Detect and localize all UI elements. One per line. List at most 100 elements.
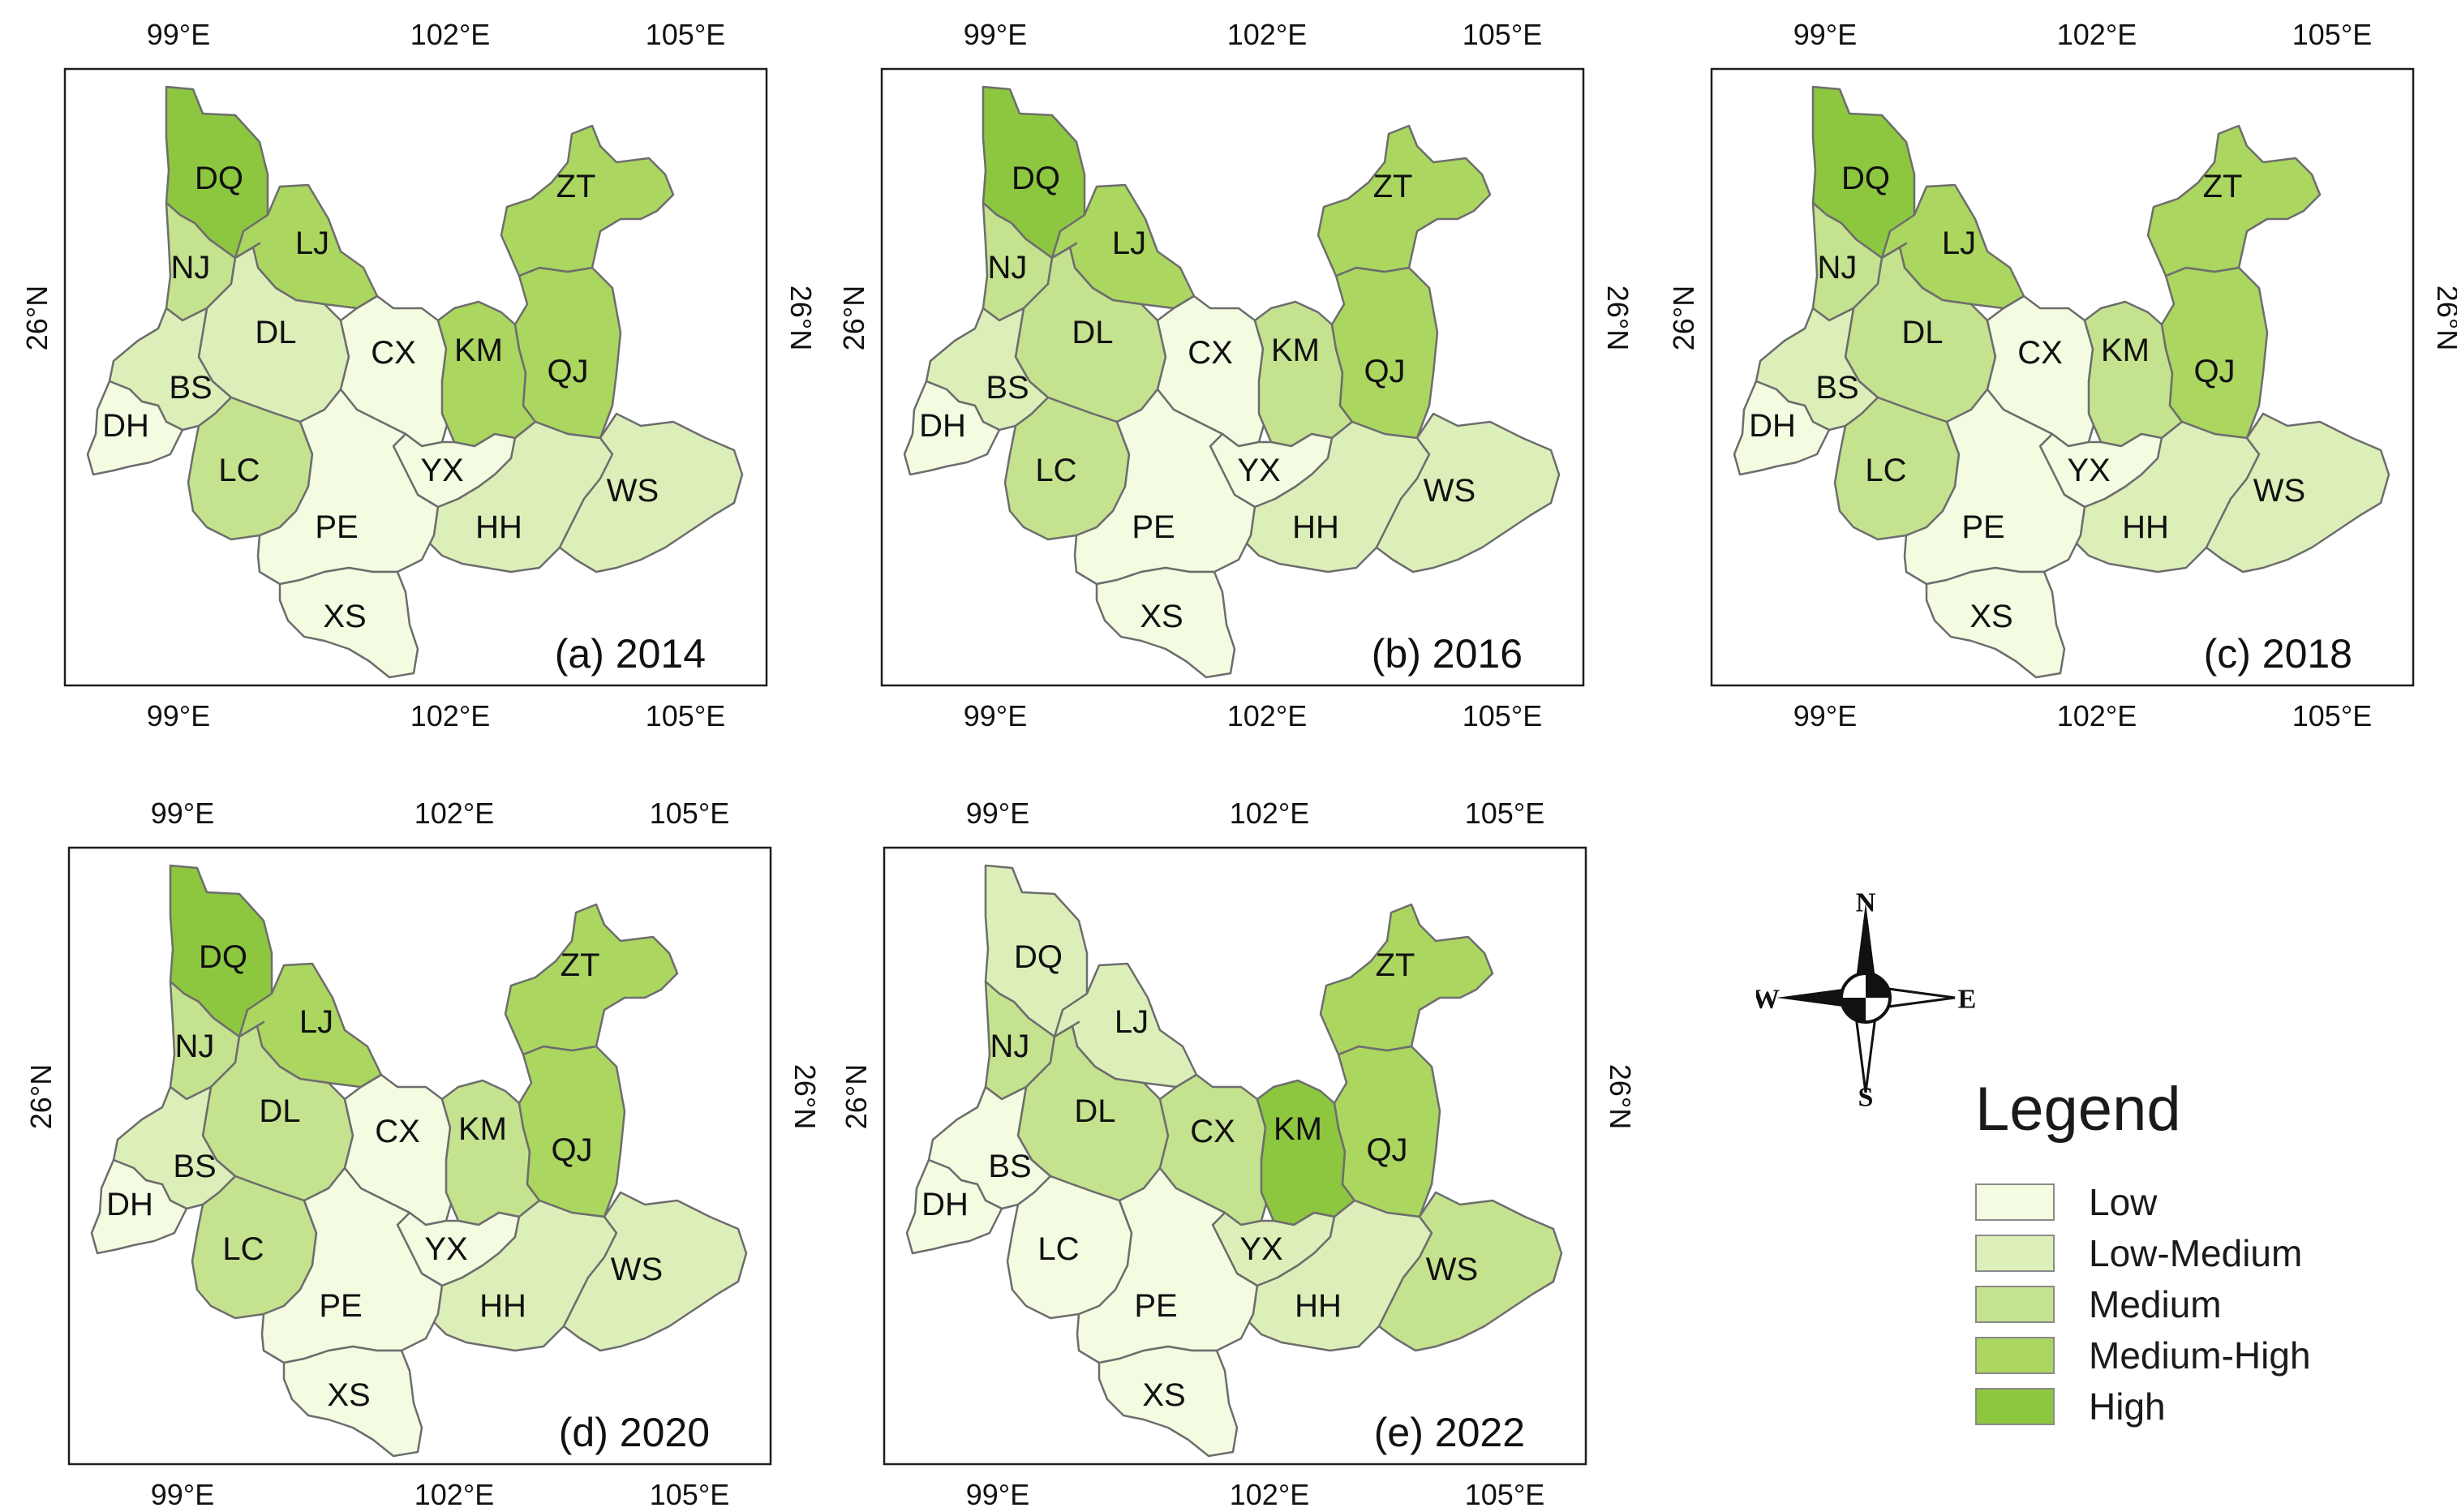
region-label-qj: QJ (547, 354, 588, 389)
lon-tick-label-top: 102°E (2057, 18, 2137, 51)
region-label-bs: BS (173, 1149, 216, 1184)
lat-tick-label-right: 26°N (788, 1064, 822, 1129)
region-label-xs: XS (327, 1377, 370, 1413)
region-label-bs: BS (169, 370, 212, 406)
lon-tick-label-top: 99°E (1793, 18, 1857, 51)
legend-item-low: Low (1975, 1176, 2429, 1227)
map-frame (883, 846, 1587, 1466)
region-label-yx: YX (1239, 1231, 1282, 1267)
region-label-cx: CX (1188, 335, 1233, 371)
lon-tick-label-bottom: 102°E (410, 699, 490, 732)
region-label-lc: LC (1035, 453, 1076, 488)
compass-s: S (1858, 1083, 1874, 1108)
region-label-km: KM (1274, 1111, 1322, 1147)
lat-tick-label-left: 26°N (837, 286, 870, 350)
legend-swatch (1975, 1336, 2055, 1374)
region-label-hh: HH (2122, 509, 2169, 545)
lon-tick-label-bottom: 105°E (1463, 699, 1542, 732)
map-svg: DQ LJ NJ DL CX KM QJ ZT BS DH LC YX PE XS HH WS 99°E 99°E… (1667, 18, 2457, 732)
region-label-dh: DH (102, 408, 149, 444)
region-label-ws: WS (607, 473, 659, 509)
lat-tick-label-right: 26°N (784, 286, 818, 350)
legend-swatch (1975, 1183, 2055, 1221)
region-label-dq: DQ (199, 939, 247, 975)
lon-tick-label-top: 102°E (1227, 18, 1307, 51)
lon-tick-label-bottom: 102°E (1230, 1478, 1309, 1511)
lon-tick-label-bottom: 105°E (2292, 699, 2372, 732)
region-label-nj: NJ (1818, 250, 1858, 286)
region-dh (903, 380, 1001, 476)
region-label-km: KM (1271, 333, 1320, 368)
lon-tick-label-top: 99°E (147, 18, 210, 51)
region-zt (1319, 903, 1494, 1056)
region-label-hh: HH (1292, 509, 1339, 545)
legend-item-high: High (1975, 1381, 2429, 1432)
map-frame (63, 67, 768, 687)
region-label-ws: WS (1426, 1252, 1478, 1287)
legend-label: Low (2089, 1180, 2158, 1223)
region-label-lj: LJ (1942, 226, 1976, 261)
region-label-lj: LJ (295, 226, 329, 261)
region-label-dh: DH (1749, 408, 1796, 444)
region-label-dl: DL (1901, 315, 1943, 350)
region-label-ws: WS (2253, 473, 2305, 509)
region-label-cx: CX (1190, 1114, 1235, 1149)
legend-label: High (2089, 1385, 2166, 1428)
lon-tick-label-bottom: 99°E (966, 1478, 1029, 1511)
lon-tick-label-bottom: 99°E (147, 699, 210, 732)
lat-tick-label-left: 26°N (1667, 286, 1700, 350)
map-panel-a: DQ LJ NJ DL CX KM QJ ZT BS DH LC YX PE XS HH WS 99°E 99°E… (0, 0, 819, 732)
map-panel-d: DQ LJ NJ DL CX KM QJ ZT BS DH LC YX PE XS HH WS 99°E 99°E… (4, 779, 823, 1511)
lon-tick-label-bottom: 99°E (151, 1478, 214, 1511)
lon-tick-label-top: 105°E (646, 18, 725, 51)
region-label-qj: QJ (1366, 1132, 1407, 1168)
legend-item-medium-high: Medium-High (1975, 1329, 2429, 1381)
region-label-yx: YX (420, 453, 463, 488)
region-label-pe: PE (319, 1288, 362, 1324)
legend-label: Low-Medium (2089, 1231, 2303, 1274)
panel-title: (b) 2016 (1372, 631, 1523, 677)
lon-tick-label-top: 99°E (966, 797, 1029, 830)
region-label-cx: CX (375, 1114, 420, 1149)
region-label-yx: YX (2067, 453, 2110, 488)
region-label-hh: HH (475, 509, 522, 545)
legend-swatch (1975, 1234, 2055, 1272)
region-label-zt: ZT (556, 169, 596, 204)
region-zt (2146, 124, 2322, 277)
region-label-km: KM (454, 333, 503, 368)
region-label-lc: LC (1865, 453, 1906, 488)
region-label-zt: ZT (1376, 947, 1415, 983)
map-panel-e: DQ LJ NJ DL CX KM QJ ZT BS DH LC YX PE XS HH WS 99°E 99°E… (819, 779, 1639, 1511)
region-dh (90, 1158, 188, 1255)
region-label-yx: YX (1237, 453, 1280, 488)
region-label-lj: LJ (1115, 1004, 1149, 1040)
region-qj (518, 1045, 626, 1218)
region-label-lj: LJ (299, 1004, 333, 1040)
legend-title: Legend (1975, 1075, 2181, 1144)
lon-tick-label-bottom: 99°E (964, 699, 1027, 732)
legend-label: Medium-High (2089, 1334, 2311, 1377)
region-label-ws: WS (1424, 473, 1475, 509)
lon-tick-label-top: 102°E (1230, 797, 1309, 830)
lon-tick-label-top: 105°E (1465, 797, 1544, 830)
region-label-lc: LC (218, 453, 260, 488)
compass-w: W (1756, 985, 1780, 1015)
lon-tick-label-top: 102°E (415, 797, 494, 830)
region-qj (513, 266, 622, 440)
region-ws (2205, 412, 2390, 573)
region-xs (278, 566, 419, 679)
region-label-dl: DL (255, 315, 296, 350)
lat-tick-label-right: 26°N (1601, 286, 1634, 350)
region-label-km: KM (2101, 333, 2150, 368)
region-label-nj: NJ (990, 1029, 1030, 1064)
map-frame (880, 67, 1585, 687)
region-label-dh: DH (106, 1187, 153, 1222)
region-label-pe: PE (315, 509, 358, 545)
region-ws (1375, 412, 1561, 573)
region-zt (504, 903, 679, 1056)
map-svg: DQ LJ NJ DL CX KM QJ ZT BS DH LC YX PE XS HH WS 99°E 99°E… (840, 797, 1637, 1511)
lon-tick-label-bottom: 102°E (2057, 699, 2137, 732)
region-label-xs: XS (1969, 599, 2012, 634)
map-frame (67, 846, 772, 1466)
